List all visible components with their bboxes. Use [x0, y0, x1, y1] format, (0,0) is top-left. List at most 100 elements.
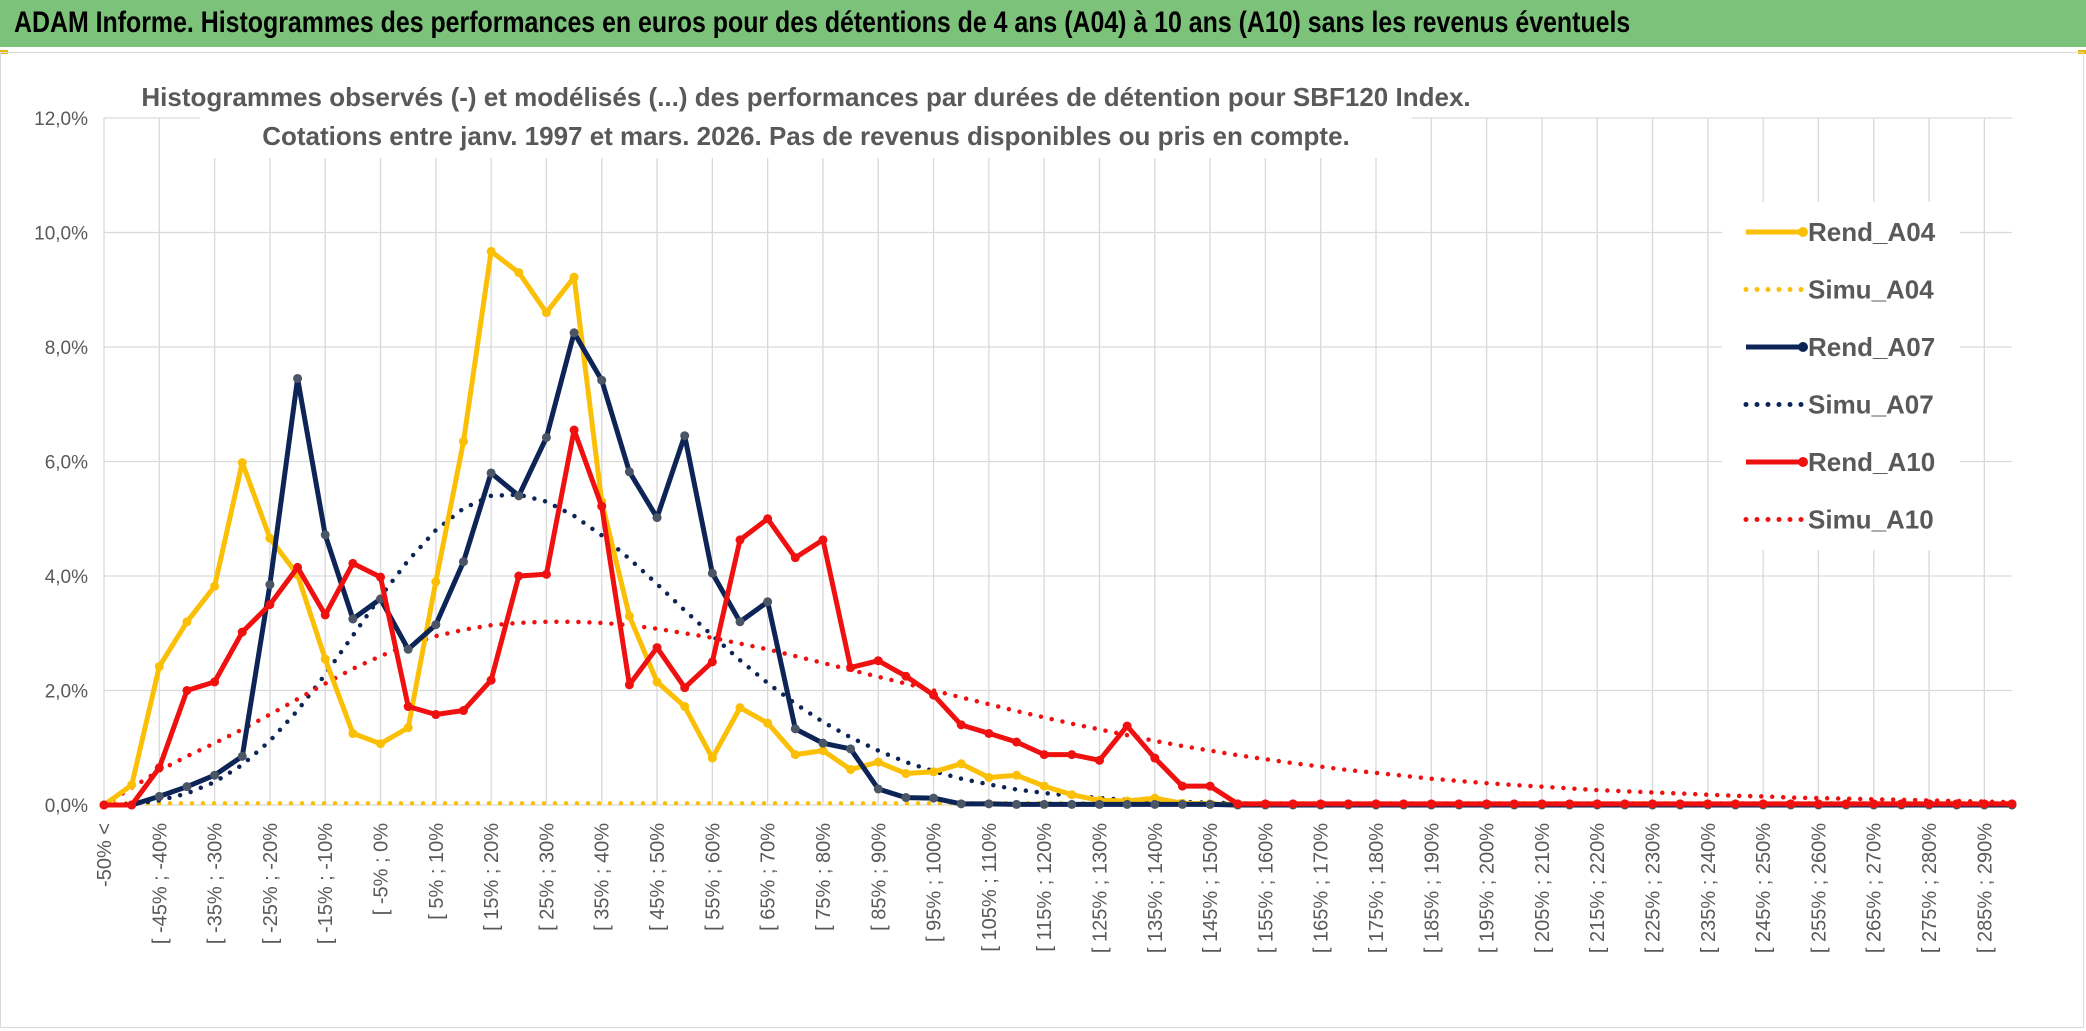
data-point	[458, 706, 468, 716]
data-point	[1537, 799, 1547, 809]
data-point	[1122, 799, 1132, 809]
legend-marker-Rend_A10	[1798, 457, 1808, 467]
x-tick-label: [ -25% ; -20%	[260, 823, 282, 944]
x-tick-label: [ 55% ; 60%	[702, 823, 724, 931]
report-title: ADAM Informe. Histogrammes des performan…	[14, 6, 1631, 39]
data-point	[210, 770, 220, 780]
series-markers-Rend_A10	[99, 425, 2017, 810]
data-point	[348, 728, 358, 738]
data-point	[1454, 799, 1464, 809]
data-point	[984, 799, 994, 809]
data-point	[956, 720, 966, 730]
data-point	[486, 246, 496, 256]
data-point	[1648, 799, 1658, 809]
data-point	[873, 784, 883, 794]
legend-label-Rend_A10: Rend_A10	[1808, 447, 1935, 477]
data-point	[1012, 799, 1022, 809]
data-point	[376, 739, 386, 749]
data-point	[403, 644, 413, 654]
data-point	[1703, 799, 1713, 809]
data-point	[707, 657, 717, 667]
data-point	[1122, 721, 1132, 731]
data-point	[984, 728, 994, 738]
data-point	[1288, 799, 1298, 809]
data-point	[1260, 799, 1270, 809]
data-point	[873, 656, 883, 666]
data-point	[154, 763, 164, 773]
legend-label-Simu_A07: Simu_A07	[1808, 390, 1934, 420]
data-point	[1067, 790, 1077, 800]
y-tick-label: 4,0%	[45, 567, 88, 588]
data-point	[541, 308, 551, 318]
data-point	[403, 702, 413, 712]
data-point	[486, 675, 496, 685]
x-tick-label: [ 35% ; 40%	[592, 823, 614, 931]
data-point	[846, 765, 856, 775]
data-point	[458, 557, 468, 567]
data-point	[1620, 799, 1630, 809]
x-tick-label: [ 95% ; 100%	[924, 823, 946, 942]
data-point	[652, 643, 662, 653]
x-tick-label: [ -35% ; -30%	[205, 823, 227, 944]
data-point	[652, 513, 662, 523]
data-point	[569, 425, 579, 435]
data-point	[1565, 799, 1575, 809]
data-point	[182, 686, 192, 695]
x-tick-label: [ 245% ; 250%	[1753, 823, 1775, 953]
chart-title-block: Histogrammes observés (-) et modélisés (…	[141, 76, 1471, 158]
data-point	[237, 627, 247, 637]
data-point	[99, 800, 109, 810]
data-point	[154, 661, 164, 671]
chart-title: Histogrammes observés (-) et modélisés (…	[141, 82, 1470, 112]
data-point	[154, 791, 164, 801]
data-point	[265, 533, 275, 543]
legend-marker-Rend_A04	[1798, 227, 1808, 237]
x-tick-label: [ -15% ; -10%	[315, 823, 337, 944]
x-tick-label: [ 205% ; 210%	[1532, 823, 1554, 953]
data-point	[127, 800, 137, 810]
data-point	[624, 611, 634, 621]
data-point	[514, 571, 524, 581]
data-point	[1758, 799, 1768, 809]
x-tick-label: [ 25% ; 30%	[536, 823, 558, 931]
data-point	[1150, 753, 1160, 763]
data-point	[1012, 770, 1022, 780]
data-point	[320, 530, 330, 540]
data-point	[237, 751, 247, 761]
data-point	[680, 683, 690, 693]
data-point	[1482, 799, 1492, 809]
x-tick-label: [ 275% ; 280%	[1919, 823, 1941, 953]
data-point	[1039, 799, 1049, 809]
data-point	[1094, 799, 1104, 809]
data-point	[1150, 793, 1160, 803]
y-axis: 0,0% 2,0% 4,0% 6,0% 8,0% 10,0% 12,0%	[34, 109, 88, 817]
x-tick-label: [ 225% ; 230%	[1643, 823, 1665, 953]
data-point	[265, 580, 275, 590]
data-point	[1841, 799, 1851, 809]
data-point	[929, 793, 939, 803]
data-point	[597, 375, 607, 385]
legend-label-Rend_A07: Rend_A07	[1808, 332, 1935, 362]
series-line-Simu_A10	[101, 619, 2015, 808]
data-point	[1067, 750, 1077, 760]
x-tick-label: [ 125% ; 130%	[1089, 823, 1111, 953]
data-point	[1730, 799, 1740, 809]
data-point	[1426, 799, 1436, 809]
data-point	[1592, 799, 1602, 809]
chart-subtitle: Cotations entre janv. 1997 et mars. 2026…	[262, 121, 1350, 151]
data-point	[846, 744, 856, 754]
data-point	[1205, 781, 1215, 791]
data-point	[431, 710, 441, 720]
x-tick-label: [ 285% ; 290%	[1974, 823, 1996, 953]
data-point	[486, 468, 496, 478]
x-tick-label: [ 45% ; 50%	[647, 823, 669, 931]
data-point	[431, 577, 441, 587]
data-point	[1509, 799, 1519, 809]
data-point	[265, 600, 275, 610]
title-background	[200, 76, 1412, 158]
x-tick-label: [ 15% ; 20%	[481, 823, 503, 931]
data-point	[514, 268, 524, 278]
data-point	[541, 432, 551, 442]
data-point	[901, 769, 911, 779]
x-tick-label: [ 145% ; 150%	[1200, 823, 1222, 953]
